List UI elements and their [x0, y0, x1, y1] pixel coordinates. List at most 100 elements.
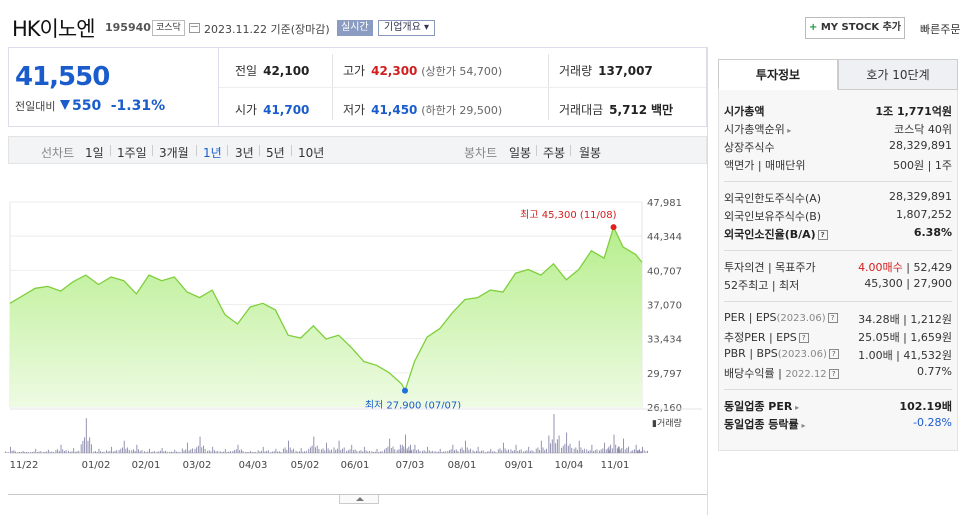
chart-collapse-button[interactable] — [339, 495, 379, 504]
volume-bar — [65, 450, 67, 453]
industry-per-row[interactable]: 동일업종 PER ▸ 102.19배 — [724, 400, 952, 413]
add-mystock-button[interactable]: + MY STOCK 추가 — [805, 17, 905, 39]
volume-bar — [545, 448, 547, 453]
help-icon[interactable]: ? — [828, 349, 839, 359]
industry-change-row[interactable]: 동일업종 등락률 ▸ -0.28% — [724, 416, 952, 431]
volume-bar — [15, 451, 16, 453]
volume-bar — [479, 451, 481, 453]
tab-period-10y[interactable]: 10년 — [298, 146, 325, 160]
volume-bar — [240, 449, 242, 453]
help-icon[interactable]: ? — [828, 369, 839, 379]
tab-period-1w[interactable]: 1주일 — [117, 146, 147, 160]
volume-bar — [6, 452, 8, 453]
volume-bar — [109, 450, 111, 453]
tab-candle-weekly[interactable]: 주봉 — [543, 146, 566, 160]
volume-bar — [555, 443, 557, 453]
volume-bar — [262, 446, 264, 453]
volume-bar — [100, 451, 102, 453]
volume-bar — [282, 448, 284, 453]
tab-candle-daily[interactable]: 일봉 — [509, 146, 532, 160]
volume-bar — [387, 446, 389, 453]
volume-bar — [327, 448, 329, 453]
volume-bar — [246, 452, 248, 453]
volume-bar — [403, 446, 405, 453]
volume-bar — [524, 450, 526, 453]
volume-bar — [369, 450, 370, 453]
volume-bar — [89, 437, 91, 453]
volume-bar — [398, 449, 400, 453]
volume-bar — [589, 450, 591, 453]
price-chart[interactable]: 47,981 44,344 40,707 37,070 33,434 29,797 26,1… — [0, 170, 707, 500]
quick-order-link[interactable]: 빠른주문 — [920, 23, 961, 36]
x-tick-label: 11/01 — [601, 460, 630, 471]
volume-bar — [336, 448, 338, 453]
x-tick-label: 06/01 — [341, 460, 370, 471]
tab-period-5y[interactable]: 5년 — [266, 146, 285, 160]
volume-bar — [544, 449, 546, 453]
volume-bar — [302, 451, 304, 453]
tab-hoga-10[interactable]: 호가 10단계 — [838, 59, 958, 90]
base-date: 2023.11.22 기준(장마감) — [204, 23, 330, 36]
volume-bar — [201, 447, 203, 453]
help-icon[interactable]: ? — [817, 230, 828, 240]
volume-bar — [422, 450, 423, 453]
volume-bar — [131, 450, 133, 453]
change-label: 전일대비 — [15, 100, 56, 113]
price-summary-table: 전일 42,100 고가 42,300 (상한가 54,700) 거래량 137,00… — [218, 47, 707, 127]
volume-bar — [571, 447, 573, 453]
volume-bar — [635, 444, 637, 453]
invest-info-body: 시가총액 1조 1,771억원 시가총액순위 ▸ 코스닥 40위 상장주식수 28,3… — [718, 90, 958, 451]
volume-bar — [423, 450, 425, 453]
tab-period-3m[interactable]: 3개월 — [159, 146, 189, 160]
volume-bar — [293, 448, 295, 453]
dividend-row: 배당수익률 | 2022.12? 0.77% — [724, 365, 952, 380]
volume-bar — [223, 451, 225, 453]
volume-bar — [638, 450, 640, 453]
volume-bar — [60, 444, 62, 453]
volume-bar — [158, 451, 160, 453]
volume-bar — [308, 448, 310, 453]
volume-bar — [561, 447, 562, 453]
tab-candle-monthly[interactable]: 월봉 — [579, 146, 602, 160]
volume-bar — [457, 450, 459, 453]
help-icon[interactable]: ? — [798, 333, 809, 343]
x-tick-label: 11/22 — [10, 460, 39, 471]
volume-bar — [19, 452, 21, 453]
volume-bar — [80, 444, 82, 453]
volume-bar — [374, 451, 376, 453]
volume-bar — [62, 449, 64, 453]
y-tick-label: 37,070 — [647, 301, 682, 312]
volume-bar — [578, 440, 580, 453]
y-tick-label: 40,707 — [647, 266, 682, 277]
volume-bar — [497, 449, 499, 453]
tab-period-1y[interactable]: 1년 — [203, 146, 222, 160]
volume-bar — [143, 451, 145, 453]
company-info-dropdown[interactable]: 기업개요 ▾ — [378, 20, 435, 36]
market-cap-rank-row[interactable]: 시가총액순위 ▸ 코스닥 40위 — [724, 123, 952, 136]
volume-bar — [488, 451, 490, 453]
volume-bar — [239, 450, 241, 453]
volume-bar — [138, 449, 139, 453]
market-cap-row: 시가총액 1조 1,771억원 — [724, 105, 952, 118]
volume-bar — [297, 451, 299, 453]
volume-bar — [136, 444, 138, 453]
volume-bar — [288, 440, 289, 453]
volume-bar — [347, 450, 349, 453]
volume-bar — [621, 447, 623, 453]
tab-period-3y[interactable]: 3년 — [235, 146, 254, 160]
volume-bar — [490, 448, 492, 453]
volume-bar — [96, 451, 98, 453]
tab-period-1d[interactable]: 1일 — [85, 146, 104, 160]
volume-bar — [226, 451, 228, 453]
day-low: 저가 41,450 (하한가 29,500) — [343, 103, 503, 117]
volume-bar — [161, 448, 163, 453]
realtime-button[interactable]: 실시간 — [337, 20, 373, 36]
volume-bar — [455, 449, 457, 453]
volume-bar — [513, 450, 515, 453]
high-marker — [610, 224, 617, 231]
volume-bar — [519, 450, 520, 453]
tab-invest-info[interactable]: 투자정보 — [718, 59, 838, 90]
help-icon[interactable]: ? — [827, 313, 838, 323]
volume-bar — [284, 447, 286, 453]
volume-bar — [213, 450, 215, 453]
